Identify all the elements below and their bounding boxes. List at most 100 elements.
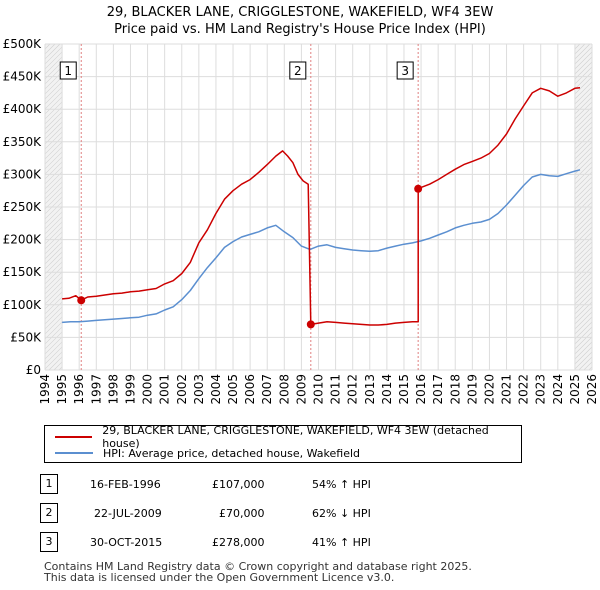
hatch-right-stroke xyxy=(574,301,592,320)
x-tick-label: 2018 xyxy=(448,374,462,405)
x-tick-label: 2000 xyxy=(141,374,155,405)
sale-row: 1 16-FEB-1996 £107,000 54% ↑ HPI xyxy=(40,474,460,496)
x-tick-label: 2008 xyxy=(277,374,291,405)
y-tick-label: £0 xyxy=(26,363,41,377)
hatch-left-stroke xyxy=(45,96,63,115)
y-tick-label: £400K xyxy=(3,102,43,116)
hatch-right-stroke xyxy=(574,86,592,105)
hatch-right-stroke xyxy=(574,306,592,325)
x-tick-label: 2024 xyxy=(551,374,565,405)
sale-hpi-change: 41% ↑ HPI xyxy=(312,536,371,549)
x-tick-label: 2005 xyxy=(226,374,240,405)
legend-swatch-property xyxy=(55,436,93,438)
sale-label-box-2 xyxy=(289,61,307,80)
sale-point-2 xyxy=(306,320,315,329)
footer-licence: This data is licensed under the Open Gov… xyxy=(44,571,395,584)
x-tick-label: 2002 xyxy=(175,374,189,405)
sale-date: 30-OCT-2015 xyxy=(90,536,163,549)
y-tick-label: £450K xyxy=(3,70,43,84)
y-tick-label: £500K xyxy=(3,37,43,51)
x-tick-label: 2012 xyxy=(346,374,360,405)
sale-label-3: 3 xyxy=(401,64,409,78)
x-tick-label: 2017 xyxy=(431,374,445,405)
x-tick-label: 2023 xyxy=(534,374,548,405)
hatch-left-stroke xyxy=(45,311,63,330)
sale-markers: 1 2 3 xyxy=(59,61,423,329)
x-tick-label: 2004 xyxy=(209,374,223,405)
price-chart: 1 2 3 £0 £50K £100K £150K £200K £250K £300K £350K… xyxy=(3,37,599,405)
x-tick-label: 2009 xyxy=(294,374,308,405)
hpi-line xyxy=(62,169,581,324)
y-tick-label: £100K xyxy=(3,298,43,312)
legend-label-hpi: HPI: Average price, detached house, Wake… xyxy=(103,446,361,460)
legend-item-property: 29, BLACKER LANE, CRIGGLESTONE, WAKEFIEL… xyxy=(55,424,521,450)
y-tick-label: £350K xyxy=(3,135,43,149)
hatch-right-stroke xyxy=(574,96,592,115)
legend: 29, BLACKER LANE, CRIGGLESTONE, WAKEFIEL… xyxy=(44,424,522,463)
hatch-left-stroke xyxy=(45,86,63,105)
sale-row: 3 30-OCT-2015 £278,000 41% ↑ HPI xyxy=(40,532,460,554)
legend-swatch-hpi xyxy=(55,452,93,454)
sale-label-box-1 xyxy=(59,61,77,80)
sale-number-badge: 1 xyxy=(40,474,58,494)
y-tick-label: £150K xyxy=(3,265,43,279)
hatch-right-stroke xyxy=(574,311,592,330)
hatch-left-stroke xyxy=(45,81,63,100)
sale-date: 22-JUL-2009 xyxy=(94,507,162,520)
sale-price: £278,000 xyxy=(212,536,265,549)
x-tick-label: 2006 xyxy=(243,374,257,405)
x-tick-label: 2022 xyxy=(517,374,531,405)
sale-label-2: 2 xyxy=(294,64,302,78)
x-tick-label: 2011 xyxy=(329,374,343,405)
x-tick-label: 2014 xyxy=(380,374,394,405)
y-tick-label: £50K xyxy=(10,330,42,344)
footer-copyright: Contains HM Land Registry data © Crown c… xyxy=(44,560,472,573)
x-tick-label: 2025 xyxy=(568,374,582,405)
x-tick-label: 2003 xyxy=(192,374,206,405)
sale-label-1: 1 xyxy=(64,64,72,78)
x-tick-label: 1997 xyxy=(89,374,103,405)
x-tick-label: 2026 xyxy=(585,374,599,405)
title-line-1: 29, BLACKER LANE, CRIGGLESTONE, WAKEFIEL… xyxy=(106,5,494,20)
chart-title: 29, BLACKER LANE, CRIGGLESTONE, WAKEFIEL… xyxy=(0,4,600,38)
sale-price: £70,000 xyxy=(219,507,265,520)
x-tick-label: 2015 xyxy=(397,374,411,405)
sale-label-box-3 xyxy=(396,61,414,80)
sale-number-badge: 2 xyxy=(40,503,58,523)
x-tick-label: 1999 xyxy=(123,374,137,405)
sale-row: 2 22-JUL-2009 £70,000 62% ↓ HPI xyxy=(40,503,460,525)
x-tick-label: 2021 xyxy=(500,374,514,405)
y-tick-label: £200K xyxy=(3,233,43,247)
x-tick-label: 2013 xyxy=(363,374,377,405)
hatch-right-stroke xyxy=(574,91,592,110)
legend-label-property: 29, BLACKER LANE, CRIGGLESTONE, WAKEFIEL… xyxy=(102,424,489,450)
title-line-2: Price paid vs. HM Land Registry's House … xyxy=(114,22,486,37)
sale-price: £107,000 xyxy=(212,478,265,491)
x-tick-label: 2010 xyxy=(312,374,326,405)
grid-group xyxy=(44,43,593,371)
x-tick-label: 1994 xyxy=(38,374,52,405)
hatch-left-stroke xyxy=(45,91,63,110)
x-tick-label: 1995 xyxy=(55,374,69,405)
axis-group: £0 £50K £100K £150K £200K £250K £300K £350K £400… xyxy=(3,37,599,405)
hatch-left-stroke xyxy=(45,306,63,325)
footer: Contains HM Land Registry data © Crown c… xyxy=(44,561,472,583)
x-tick-label: 1996 xyxy=(72,374,86,405)
sale-date: 16-FEB-1996 xyxy=(90,478,161,491)
x-tick-label: 2001 xyxy=(158,374,172,405)
hatch-right-stroke xyxy=(574,81,592,100)
sale-hpi-change: 62% ↓ HPI xyxy=(312,507,371,520)
sale-hpi-change: 54% ↑ HPI xyxy=(312,478,371,491)
x-tick-label: 2007 xyxy=(260,374,274,405)
x-tick-label: 2019 xyxy=(465,374,479,405)
hatch-left-stroke xyxy=(45,301,63,320)
sale-number-badge: 3 xyxy=(40,532,58,552)
sale-point-3 xyxy=(414,184,423,193)
x-tick-label: 2016 xyxy=(414,374,428,405)
x-tick-label: 2020 xyxy=(482,374,496,405)
y-tick-label: £250K xyxy=(3,200,43,214)
y-tick-label: £300K xyxy=(3,167,43,181)
sale-point-1 xyxy=(77,296,86,305)
x-tick-label: 1998 xyxy=(106,374,120,405)
legend-item-hpi: HPI: Average price, detached house, Wake… xyxy=(55,444,360,462)
